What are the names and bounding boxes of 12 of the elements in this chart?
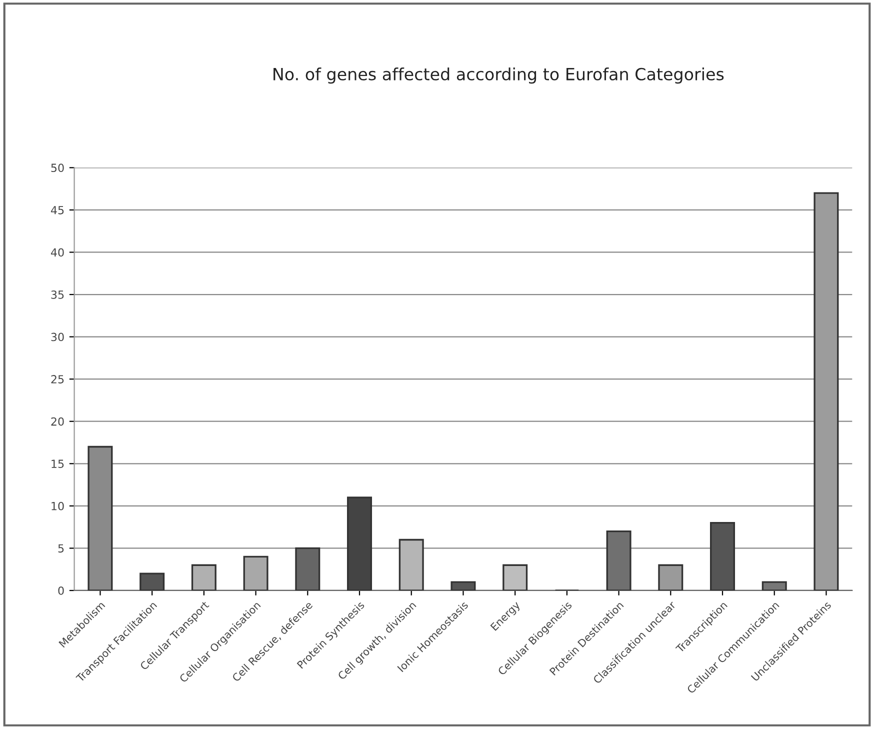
chart-title: No. of genes affected according to Eurofan Categories (274, 68, 724, 84)
y-tick-label: 50 (51, 164, 64, 172)
y-tick-label: 0 (58, 586, 64, 595)
y-tick-label: 25 (51, 375, 64, 384)
y-tick-label: 35 (51, 290, 64, 299)
y-tick-label: 10 (52, 502, 64, 510)
y-tick-label: 5 (58, 544, 64, 553)
y-tick-label: 40 (50, 248, 64, 257)
y-tick-label: 30 (51, 332, 64, 342)
y-tick-label: 15 (52, 460, 64, 468)
y-tick-label: 45 (50, 206, 64, 214)
y-tick-label: 20 (51, 417, 64, 426)
